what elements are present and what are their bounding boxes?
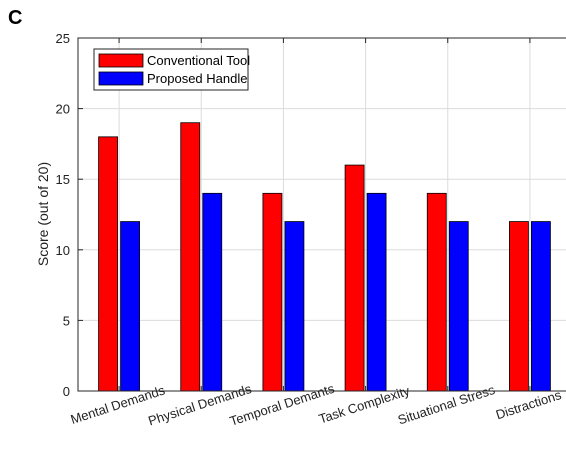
legend: Conventional Tool Proposed Handle: [93, 48, 250, 91]
bar-conventional-tool-distractions: [509, 221, 529, 392]
bar-conventional-tool-situational-stress: [426, 192, 447, 392]
bar-proposed-handle-temporal-demants: [284, 221, 305, 392]
y-tick-label: 20: [56, 102, 70, 117]
bar-proposed-handle-situational-stress: [448, 221, 469, 392]
panel-label: C: [8, 7, 22, 29]
bar-conventional-tool-task-complexity: [344, 164, 365, 392]
y-axis-title: Score (out of 20): [35, 162, 51, 266]
legend-label-conventional-tool: Conventional Tool: [147, 53, 250, 68]
bar-proposed-handle-distractions: [531, 221, 551, 392]
y-tick-label: 10: [56, 243, 70, 258]
bar-conventional-tool-temporal-demants: [262, 192, 283, 392]
bar-conventional-tool-physical-demands: [180, 122, 201, 392]
y-tick-label: 0: [63, 384, 70, 399]
bars: [98, 122, 551, 392]
y-tick-label: 25: [56, 31, 70, 46]
y-tick-label: 5: [63, 313, 70, 328]
plot-frame: [77, 37, 566, 392]
bar-proposed-handle-physical-demands: [202, 192, 223, 392]
bar-proposed-handle-task-complexity: [366, 192, 387, 392]
x-tick-label-distractions: Distractions: [494, 387, 564, 422]
legend-swatch-conventional-tool: [98, 53, 144, 68]
legend-label-proposed-handle: Proposed Handle: [147, 71, 247, 86]
y-axis-ticks: 0 5 10 15 20 25: [56, 31, 83, 399]
legend-swatch-proposed-handle: [98, 71, 144, 86]
bar-proposed-handle-mental-demands: [120, 221, 140, 392]
plot-area: [78, 38, 566, 391]
bar-conventional-tool-mental-demands: [98, 136, 118, 392]
y-tick-label: 15: [56, 172, 70, 187]
